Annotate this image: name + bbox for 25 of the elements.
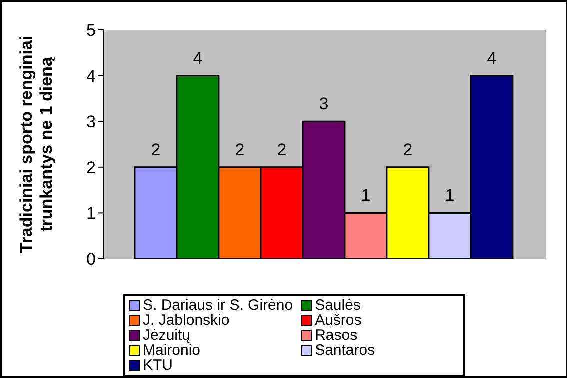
legend-label: S. Dariaus ir S. Girėno (143, 297, 294, 314)
data-label: 1 (445, 186, 455, 206)
legend-label: J. Jablonskio (143, 312, 230, 329)
y-tick-label: 5 (86, 21, 96, 40)
y-tick-label: 0 (86, 250, 96, 270)
data-label: 4 (487, 48, 497, 68)
legend-label: Aušros (315, 312, 362, 329)
legend-label: KTU (143, 357, 173, 374)
y-axis-title: Tradiciniai sporto renginiai trunkantys ne 1 dieną (17, 36, 56, 254)
data-label: 2 (403, 140, 413, 160)
legend-label: Rasos (315, 327, 358, 344)
legend-label: Jėzuitų (143, 327, 191, 344)
y-tick-label: 4 (86, 66, 96, 86)
data-label: 4 (193, 48, 203, 68)
y-tick-label: 2 (86, 158, 96, 178)
legend-label: Saulės (315, 297, 361, 314)
y-tick-label: 3 (86, 112, 96, 132)
legend-label: Maironio (143, 342, 201, 359)
data-label: 2 (277, 140, 287, 160)
data-label: 3 (319, 94, 329, 114)
data-label: 2 (151, 140, 161, 160)
y-tick-label: 1 (86, 204, 96, 224)
legend-label: Santaros (315, 342, 376, 359)
data-label: 2 (235, 140, 245, 160)
data-label: 1 (361, 186, 371, 206)
